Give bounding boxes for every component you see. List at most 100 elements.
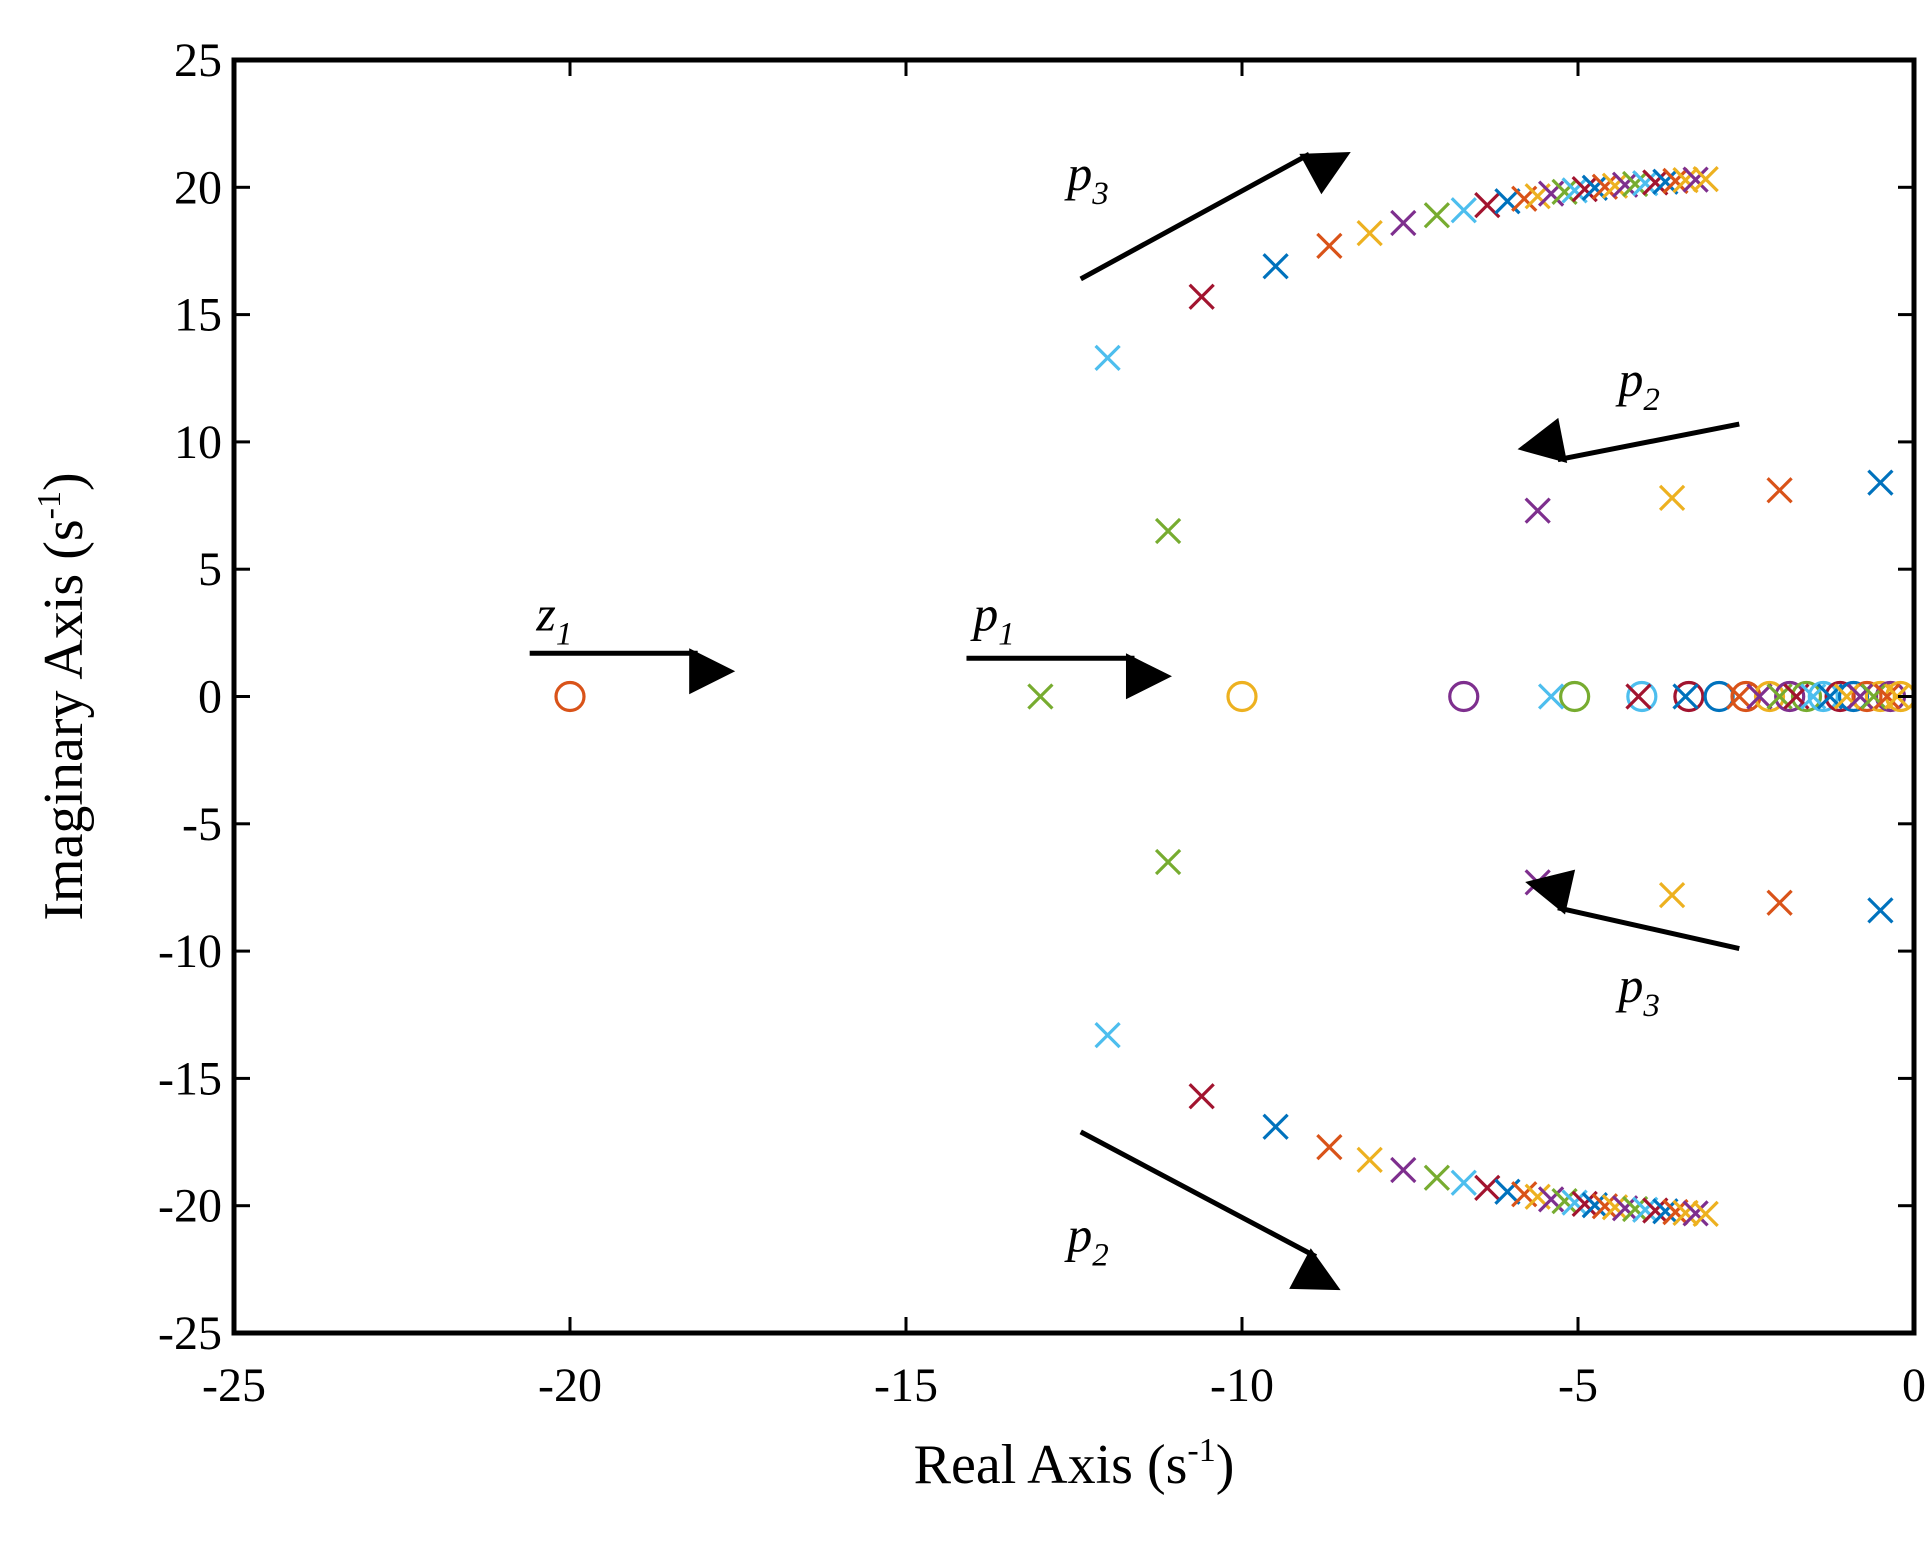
pole-marker [1524, 497, 1551, 524]
pole-marker [1621, 1195, 1649, 1223]
pole-marker [1652, 1198, 1679, 1225]
pole-marker [1692, 166, 1719, 193]
pole-marker [1847, 683, 1874, 710]
annotation-sub: 3 [1091, 176, 1109, 212]
pole-marker [1632, 170, 1659, 197]
pole-marker [1662, 1198, 1689, 1226]
annotation-main: p [1064, 145, 1092, 201]
y-tick-label: -20 [158, 1180, 222, 1233]
x-tick-label: 0 [1902, 1359, 1926, 1412]
pole-marker [1884, 683, 1911, 710]
pole-marker [1766, 477, 1793, 504]
pole-marker [1672, 1199, 1699, 1226]
annotation-arrow-p2-right [1517, 417, 1740, 463]
zero-marker [1753, 680, 1786, 713]
pole-marker [1356, 1146, 1383, 1174]
pole-marker [1833, 683, 1860, 710]
pole-marker [1390, 209, 1417, 237]
pole-marker [1423, 1164, 1451, 1191]
y-axis-title-close: ) [33, 472, 95, 491]
zero-marker [1851, 680, 1883, 713]
annotation-main: p [970, 585, 998, 641]
pole-marker [1621, 170, 1649, 198]
y-axis-title-text: Imaginary Axis (s [33, 519, 95, 920]
zero-marker [1790, 680, 1823, 713]
pole-marker [1524, 869, 1551, 896]
plot-frame [231, 57, 1917, 1336]
pole-marker [1662, 167, 1689, 195]
data-marks [554, 166, 1917, 1227]
annotation-arrow-p3-upper [1079, 152, 1351, 282]
pole-marker [1356, 219, 1383, 247]
annotation-sub: 3 [1642, 988, 1660, 1024]
x-tick-label: -10 [1210, 1359, 1274, 1412]
y-tick-label: -25 [158, 1307, 222, 1360]
annotation-label-p2-right: p2 [1615, 351, 1660, 418]
annotation-arrow-p3-right [1525, 869, 1740, 951]
y-tick-label: 20 [174, 161, 222, 214]
annotation-main: p [1615, 957, 1643, 1013]
pole-marker [1316, 232, 1343, 259]
zero-marker [1774, 680, 1806, 713]
pole-marker [1316, 1134, 1343, 1161]
zero-marker [1626, 680, 1658, 713]
pole-marker [1262, 253, 1289, 280]
annotation-main: p [1615, 351, 1643, 407]
pole-marker [1154, 517, 1182, 545]
pole-marker [1188, 283, 1215, 310]
y-tick-label: -10 [158, 925, 222, 978]
x-axis-ticks: -25 -20 -15 -10 -5 0 [202, 60, 1926, 1412]
y-axis-title-sup: -1 [31, 491, 68, 519]
zero-marker [1673, 680, 1705, 713]
x-tick-label: -5 [1558, 1359, 1598, 1412]
y-tick-label: -5 [182, 798, 222, 851]
pole-marker [1494, 188, 1521, 215]
annotation-label-p1: p1 [970, 585, 1015, 652]
pole-marker [1672, 167, 1699, 194]
pole-marker [1652, 168, 1679, 195]
y-tick-label: 0 [198, 671, 222, 724]
pole-marker [1658, 881, 1686, 909]
zero-marker [1807, 680, 1839, 713]
pole-marker [1867, 469, 1894, 496]
pole-marker [1601, 1194, 1629, 1221]
pole-marker [1390, 1156, 1417, 1184]
y-axis-ticks: -25 -20 -15 -10 -5 0 5 10 15 20 25 [158, 34, 1914, 1360]
pole-marker [1672, 683, 1699, 710]
pole-marker [1423, 202, 1451, 229]
pole-marker [1094, 344, 1121, 372]
pole-marker [1154, 848, 1182, 876]
pole-marker [1094, 1021, 1121, 1049]
pole-marker [1601, 172, 1629, 199]
x-axis-title-text: Real Axis (s [914, 1434, 1188, 1496]
y-tick-label: 25 [174, 34, 222, 87]
annotation-label-p3-upper: p3 [1064, 145, 1109, 212]
x-axis-title-sup: -1 [1187, 1432, 1215, 1469]
annotation-label-p3-right: p3 [1615, 957, 1660, 1024]
pole-marker [1746, 683, 1773, 710]
zero-marker [1448, 680, 1480, 713]
annotation-sub: 2 [1092, 1238, 1109, 1274]
pole-marker [1494, 1178, 1521, 1205]
pole-marker [1027, 683, 1054, 710]
pole-marker [1658, 484, 1686, 512]
annotation-main: p [1064, 1207, 1092, 1263]
pole-marker [1873, 683, 1901, 710]
pole-marker [1188, 1083, 1215, 1110]
y-tick-label: -15 [158, 1052, 222, 1105]
x-axis-title: Real Axis (s-1) [914, 1432, 1235, 1496]
pole-marker [1692, 1200, 1719, 1227]
annotation-sub: 1 [998, 616, 1015, 652]
pole-marker [1611, 171, 1639, 198]
pole-marker [1642, 169, 1669, 196]
pole-marker [1611, 1195, 1639, 1222]
pole-marker [1450, 1169, 1477, 1196]
y-tick-label: 10 [174, 416, 222, 469]
annotation-sub: 1 [556, 616, 573, 652]
pole-marker [1682, 166, 1709, 193]
annotation-main: z [535, 585, 555, 641]
zero-marker [554, 680, 586, 713]
pole-marker [1262, 1113, 1289, 1140]
